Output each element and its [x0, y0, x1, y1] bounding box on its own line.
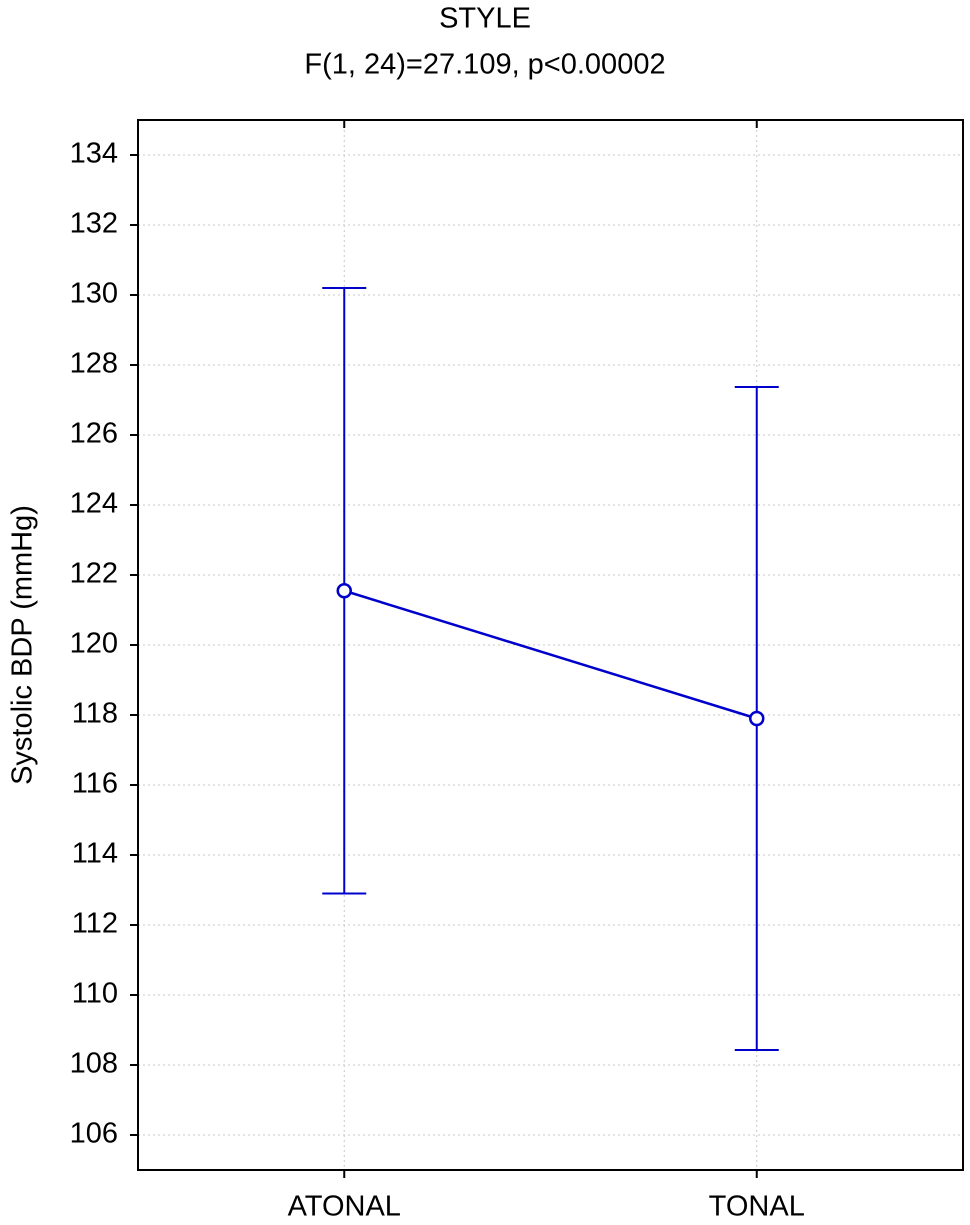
y-tick-label: 116 — [72, 768, 118, 800]
y-tick-label: 126 — [70, 418, 118, 450]
x-tick-label: ATONAL — [288, 1191, 401, 1223]
y-tick-label: 128 — [70, 348, 118, 380]
y-tick-label: 114 — [72, 838, 118, 870]
chart-subtitle: F(1, 24)=27.109, p<0.00002 — [304, 49, 665, 81]
point — [749, 710, 765, 727]
line — [343, 589, 758, 720]
chart-title: STYLE — [439, 3, 531, 35]
point — [336, 583, 352, 599]
y-tick-label: 110 — [72, 978, 118, 1010]
plot-frame — [137, 119, 964, 1171]
y-tick-label: 106 — [70, 1118, 118, 1150]
y-tick-label: 130 — [70, 278, 118, 310]
y-tick-label: 108 — [70, 1048, 118, 1080]
y-tick-label: 112 — [72, 908, 118, 940]
y-tick-label: 134 — [70, 138, 118, 170]
y-tick-label: 124 — [70, 488, 118, 520]
y-tick-label: 122 — [70, 558, 118, 590]
y-tick-label: 120 — [70, 628, 118, 660]
plot: 106 108 110 112 114 116 118 120 122 124 126 128 130 1… — [70, 120, 963, 1223]
y-axis-label: Systolic BDP (mmHg) — [7, 505, 39, 785]
y-tick-label: 132 — [70, 208, 118, 240]
y-tick-label: 118 — [72, 698, 118, 730]
x-tick-label: TONAL — [709, 1191, 805, 1223]
